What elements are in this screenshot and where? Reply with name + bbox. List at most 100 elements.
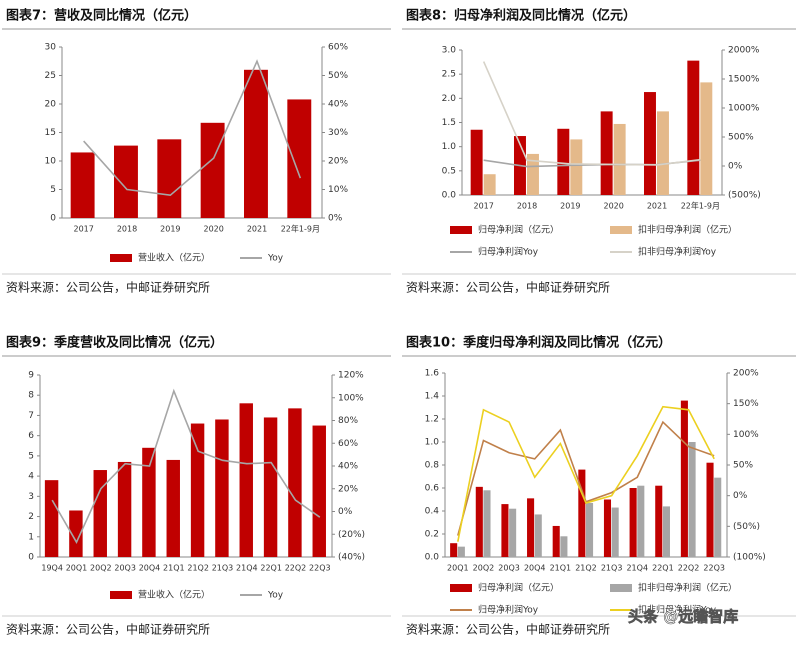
y-tick-label: 6	[28, 431, 34, 441]
x-tick-label: 21Q3	[601, 564, 623, 573]
legend-label: 归母净利润Yoy	[478, 604, 539, 616]
bar	[166, 459, 180, 557]
x-tick-label: 21Q1	[163, 564, 185, 573]
y-tick-label: 4	[28, 472, 34, 482]
y-tick-label: 1.2	[425, 415, 439, 425]
x-tick-label: 2021	[647, 202, 667, 211]
bar	[509, 508, 517, 557]
legend-swatch	[610, 584, 632, 592]
y2-tick-label: 50%	[328, 71, 348, 81]
chart: 图表8：归母净利润及同比情况（亿元） 资料来源：公司公告，中邮证券研究所 0.0 0.…	[402, 8, 796, 295]
bar	[200, 122, 225, 218]
x-tick-label: 20Q2	[90, 564, 112, 573]
y-tick-label: 0.2	[425, 530, 439, 540]
legend-label: 扣非归母净利润Yoy	[638, 246, 717, 258]
chart-title: 图表8：归母净利润及同比情况（亿元）	[406, 8, 636, 24]
bar	[714, 477, 722, 557]
y-tick-label: 2.0	[442, 94, 457, 104]
source: 资料来源：公司公告，中邮证券研究所	[6, 622, 210, 637]
y2-tick-label: 150%	[733, 399, 759, 409]
chart: 图表7：营收及同比情况（亿元） 资料来源：公司公告，中邮证券研究所 0 5 10 15 20…	[2, 8, 391, 295]
x-tick-label: 2018	[117, 225, 137, 234]
legend-swatch	[610, 226, 632, 234]
chart: 图表10：季度归母净利润及同比情况（亿元） 资料来源：公司公告，中邮证券研究所 0.…	[402, 335, 796, 637]
line	[482, 61, 701, 166]
chart: 图表9：季度营收及同比情况（亿元） 资料来源：公司公告，中邮证券研究所 0 1 2 3 4 5…	[2, 335, 391, 637]
bar	[93, 470, 107, 557]
x-tick-label: 22Q3	[309, 564, 331, 573]
source: 资料来源：公司公告，中邮证券研究所	[406, 622, 610, 637]
y-tick-label: 0	[28, 553, 34, 563]
y-tick-label: 9	[28, 371, 34, 381]
bar	[263, 417, 278, 557]
x-tick-label: 21Q2	[187, 564, 209, 573]
x-tick-label: 22Q1	[260, 564, 282, 573]
watermark: 头条 @远瞻智库	[628, 608, 738, 626]
y2-tick-label: 200%	[733, 369, 759, 379]
x-tick-label: 22Q3	[703, 564, 725, 573]
legend-label: 营业收入（亿元）	[138, 252, 210, 264]
legend-label: Yoy	[267, 254, 284, 264]
bar	[501, 504, 509, 557]
y2-tick-label: 100%	[338, 393, 364, 403]
chart-title: 图表10：季度归母净利润及同比情况（亿元）	[406, 335, 671, 351]
bar	[287, 99, 312, 218]
bar	[450, 543, 458, 557]
bar	[244, 69, 268, 218]
x-tick-label: 21Q4	[626, 564, 648, 573]
bar	[570, 139, 583, 195]
bar	[483, 490, 491, 557]
bar	[560, 536, 568, 557]
bar	[312, 425, 326, 557]
x-tick-label: 21Q4	[236, 564, 258, 573]
bar	[655, 485, 663, 557]
y2-tick-label: (50%)	[733, 522, 760, 532]
x-tick-label: 22Q1	[652, 564, 674, 573]
y2-tick-label: 30%	[328, 128, 348, 138]
y2-tick-label: 0%	[733, 491, 748, 501]
x-tick-label: 20Q1	[447, 564, 469, 573]
bar	[687, 60, 700, 196]
y-tick-label: 0.0	[425, 553, 440, 563]
bar	[288, 408, 302, 557]
y-tick-label: 1.5	[442, 118, 456, 128]
x-tick-label: 2019	[160, 225, 180, 234]
y2-tick-label: (100%)	[733, 553, 766, 563]
y-tick-label: 0.0	[442, 191, 457, 201]
bar	[114, 145, 138, 218]
chart-title: 图表7：营收及同比情况（亿元）	[6, 8, 197, 24]
bar	[637, 485, 645, 557]
y-tick-label: 20	[45, 100, 57, 110]
bar	[475, 486, 483, 557]
bar	[613, 123, 626, 195]
bar	[534, 514, 542, 557]
chart-title: 图表9：季度营收及同比情况（亿元）	[6, 335, 223, 351]
bar	[157, 139, 182, 218]
y2-tick-label: (40%)	[338, 553, 365, 563]
legend-label: 归母净利润Yoy	[478, 246, 539, 258]
y2-tick-label: 10%	[328, 185, 348, 195]
bar	[70, 152, 95, 218]
y-tick-label: 10	[45, 157, 57, 167]
x-tick-label: 20Q3	[114, 564, 136, 573]
bar	[662, 506, 670, 557]
y2-tick-label: (500%)	[728, 191, 761, 201]
legend-label: 扣非归母净利润（亿元）	[638, 582, 737, 594]
legend-label: 扣非归母净利润Yoy	[638, 604, 717, 616]
y-tick-label: 1.6	[425, 369, 440, 379]
x-tick-label: 22Q2	[285, 564, 307, 573]
legend-swatch	[110, 591, 132, 599]
y-tick-label: 1.0	[442, 142, 457, 152]
x-tick-label: 2019	[560, 202, 580, 211]
y-tick-label: 1.0	[425, 438, 440, 448]
x-tick-label: 2018	[517, 202, 537, 211]
y2-tick-label: 80%	[338, 416, 358, 426]
y2-tick-label: 0%	[728, 162, 743, 172]
x-tick-label: 20Q4	[524, 564, 546, 573]
bar	[69, 510, 83, 557]
bar	[527, 498, 535, 557]
legend-label: 归母净利润（亿元）	[478, 582, 559, 594]
y-tick-label: 2	[28, 512, 34, 522]
y2-tick-label: 40%	[338, 462, 358, 472]
